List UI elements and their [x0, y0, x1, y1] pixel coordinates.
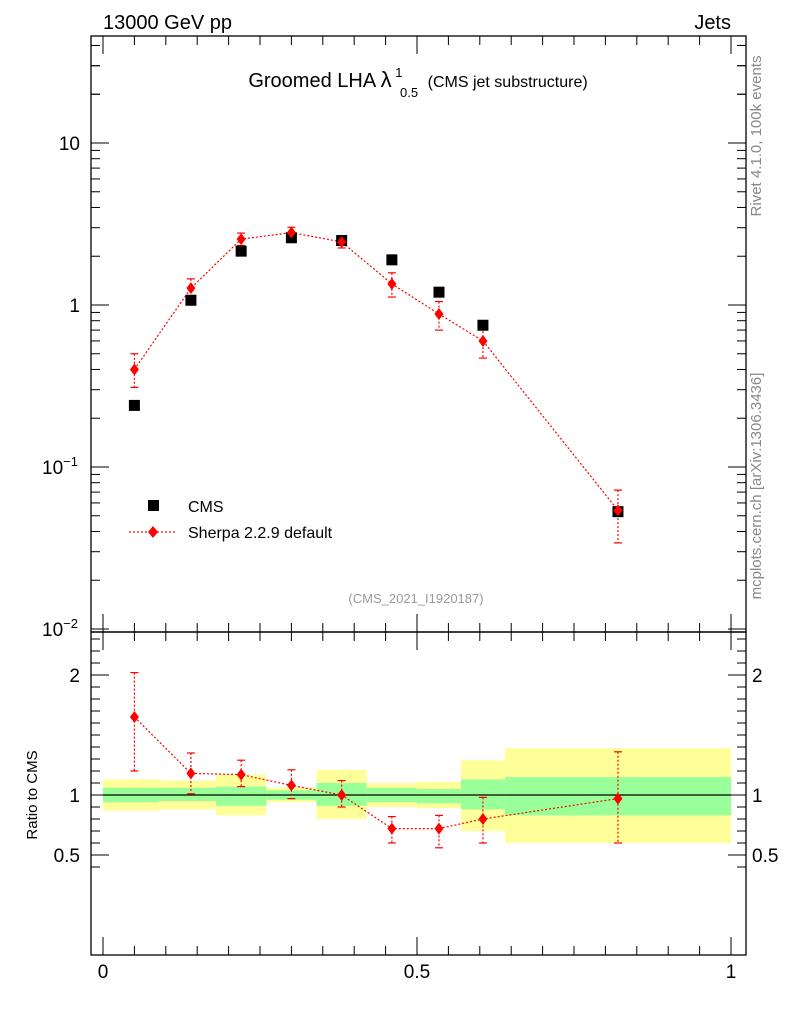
y-tick-label-base: 1 [69, 296, 80, 317]
sherpa-point [186, 282, 196, 295]
ratio-sherpa-point [478, 813, 488, 825]
y-tick-label: 10−2 [42, 616, 78, 641]
ratio-sherpa-point [129, 711, 139, 723]
ratio-sherpa-point [337, 789, 347, 801]
x-tick-label: 0 [98, 962, 109, 983]
sherpa-point [434, 307, 444, 320]
sherpa-point [613, 504, 623, 517]
ratio-band-stat [216, 786, 267, 806]
ratio-band-stat [417, 789, 461, 804]
ratio-y-tick-label-right: 0.5 [752, 846, 778, 867]
y-tick-label-exponent: −1 [63, 454, 78, 469]
ratio-sherpa-point [613, 792, 623, 805]
title-superscript: 1 [395, 65, 402, 80]
y-tick-label: 1 [69, 296, 80, 317]
title-main: Groomed LHA [248, 70, 376, 92]
title-subscript: 0.5 [400, 85, 418, 100]
sherpa-point [478, 334, 488, 347]
cms-point [128, 399, 140, 411]
sherpa-point [129, 363, 139, 376]
source-label: mcplots.cern.ch [arXiv:1306.3436] [748, 373, 765, 600]
sherpa-point [387, 277, 397, 290]
cms-point [433, 286, 445, 298]
x-tick-label: 0.5 [404, 962, 430, 983]
y-tick-label-base: 10 [59, 134, 80, 155]
y-tick-label: 10−1 [42, 454, 78, 479]
title-tail: (CMS jet substructure) [428, 74, 588, 91]
y-tick-label-base: 10 [42, 458, 63, 479]
sherpa-point [236, 233, 246, 246]
ratio-frame [90, 631, 747, 956]
ratio-y-tick-label: 0.5 [54, 846, 80, 867]
y-tick-label: 10 [59, 134, 80, 155]
ratio-y-tick-label: 1 [69, 786, 80, 807]
title-lambda: λ [381, 67, 392, 92]
x-tick-label: 1 [726, 962, 737, 983]
ratio-sherpa-point [186, 767, 196, 780]
rivet-version-label: Rivet 4.1.0, 100k events [748, 56, 765, 217]
ratio-sherpa-point [236, 768, 246, 781]
ratio-sherpa-point [387, 822, 397, 835]
cms-point [185, 294, 197, 306]
sherpa-point [286, 226, 296, 239]
header-process-label: Jets [694, 12, 731, 34]
legend-sherpa-label: Sherpa 2.2.9 default [188, 525, 333, 542]
legend: CMS Sherpa 2.2.9 default [129, 499, 333, 542]
y-tick-label-exponent: −2 [63, 616, 78, 631]
analysis-id-label: (CMS_2021_I1920187) [348, 591, 483, 606]
ratio-plot-area: 0 0.5 1 2 2 1 1 0.5 0.5 [54, 631, 778, 983]
y-tick-label-base: 10 [42, 620, 63, 641]
ratio-ylabel: Ratio to CMS [24, 750, 41, 839]
chart-title: Groomed LHA λ 1 0.5 (CMS jet substructur… [248, 60, 587, 102]
cms-point [386, 254, 398, 266]
sherpa-point [337, 235, 347, 248]
legend-cms-marker [148, 500, 159, 511]
main-frame [90, 35, 747, 633]
header-energy-label: 13000 GeV pp [103, 12, 232, 34]
sherpa-line [133, 231, 619, 511]
ratio-y-tick-label-right: 2 [752, 666, 763, 687]
cms-point [235, 245, 247, 257]
ratio-sherpa-point [434, 822, 444, 835]
ratio-sherpa-point [286, 779, 296, 792]
legend-cms-label: CMS [188, 499, 224, 516]
cms-point [477, 319, 489, 331]
ratio-y-tick-label: 2 [69, 666, 80, 687]
legend-sherpa-marker [148, 526, 158, 538]
ratio-y-tick-label-right: 1 [752, 786, 763, 807]
